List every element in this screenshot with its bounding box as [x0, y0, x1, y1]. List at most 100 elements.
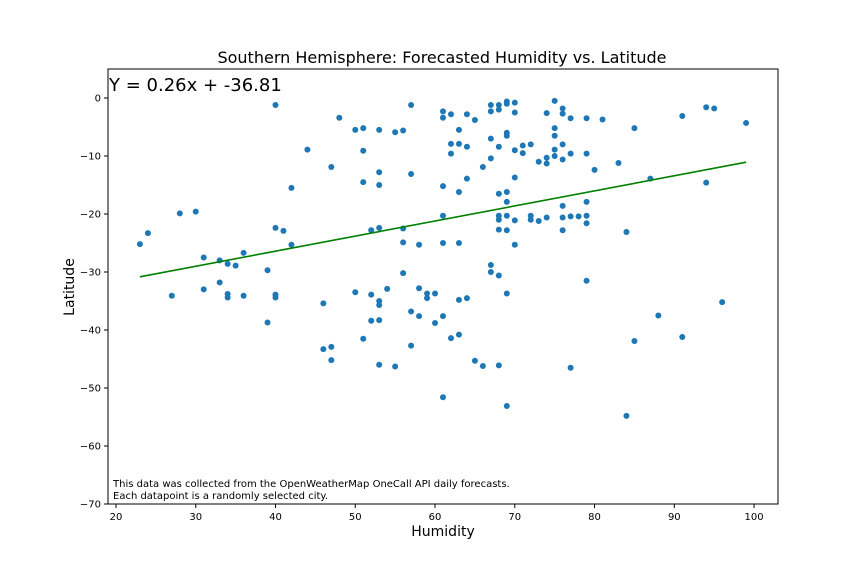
- y-tick-label: 0: [95, 94, 101, 105]
- data-point: [408, 101, 415, 108]
- data-point: [360, 335, 367, 342]
- data-point: [216, 279, 223, 286]
- x-tick-label: 100: [745, 512, 764, 523]
- data-point: [503, 227, 510, 234]
- data-point: [583, 115, 590, 122]
- regression-line-layer: [139, 161, 747, 278]
- data-point: [264, 319, 271, 326]
- data-point: [535, 217, 542, 224]
- data-point: [567, 115, 574, 122]
- data-point: [679, 333, 686, 340]
- data-point: [623, 412, 630, 419]
- data-point: [368, 227, 375, 234]
- data-point: [583, 150, 590, 157]
- data-point: [440, 394, 446, 401]
- data-point: [328, 164, 335, 171]
- data-point: [455, 126, 462, 133]
- data-point: [551, 146, 558, 153]
- data-point: [511, 147, 518, 154]
- data-point: [495, 272, 502, 279]
- x-tick-label: 70: [508, 512, 521, 523]
- data-point: [599, 116, 606, 123]
- data-point: [487, 101, 494, 108]
- data-point: [511, 109, 518, 116]
- data-point: [360, 125, 367, 132]
- data-point: [583, 277, 590, 284]
- data-point: [463, 175, 470, 182]
- data-point: [440, 114, 446, 121]
- data-point: [527, 216, 534, 223]
- data-point: [328, 343, 335, 350]
- data-point: [495, 101, 502, 108]
- data-point: [703, 104, 710, 111]
- data-point: [240, 292, 247, 299]
- data-point: [559, 141, 566, 148]
- data-point: [503, 290, 510, 297]
- x-tick-label: 90: [668, 512, 681, 523]
- data-point: [487, 108, 494, 115]
- data-point: [583, 198, 590, 205]
- data-point: [200, 286, 207, 293]
- data-point: [551, 153, 558, 159]
- data-point: [336, 114, 343, 121]
- data-point: [551, 125, 558, 132]
- data-point: [487, 135, 494, 142]
- data-point: [447, 335, 454, 342]
- data-point: [503, 402, 510, 409]
- data-point: [416, 241, 423, 248]
- data-point: [384, 285, 391, 292]
- plot-area: 20 30 40 50 60 70 80 90 100 0 −10 −20 −30 −40 −50 −60 −7…: [80, 68, 779, 523]
- data-point: [471, 117, 478, 124]
- data-point: [455, 296, 462, 303]
- chart-title: Southern Hemisphere: Forecasted Humidity…: [217, 48, 666, 67]
- data-point: [575, 213, 582, 220]
- data-point: [455, 140, 462, 147]
- data-point: [272, 101, 279, 108]
- data-point: [495, 226, 502, 233]
- data-point: [168, 292, 175, 299]
- data-point: [623, 228, 630, 235]
- data-point: [360, 179, 367, 186]
- data-point: [232, 262, 239, 269]
- data-point: [400, 239, 407, 246]
- data-point: [352, 289, 359, 296]
- y-tick-label: −30: [80, 268, 101, 279]
- data-source-note-2: Each datapoint is a randomly selected ci…: [113, 491, 328, 502]
- data-point: [535, 158, 542, 165]
- regression-equation: Y = 0.26x + -36.81: [108, 75, 282, 96]
- data-point: [440, 212, 446, 219]
- data-point: [192, 208, 199, 215]
- data-point: [503, 198, 510, 205]
- data-point: [559, 105, 566, 112]
- data-point: [264, 267, 271, 274]
- y-tick-label: −40: [80, 326, 101, 337]
- data-point: [519, 150, 526, 157]
- data-point: [471, 357, 478, 364]
- data-point: [200, 254, 207, 261]
- data-point: [376, 302, 383, 309]
- data-point: [224, 294, 231, 301]
- data-point: [455, 188, 462, 195]
- data-point: [503, 212, 510, 219]
- x-tick-label: 20: [110, 512, 123, 523]
- x-tick-label: 60: [429, 512, 442, 523]
- data-point: [503, 132, 510, 139]
- data-point: [424, 290, 431, 297]
- y-tick-label: −70: [80, 500, 101, 511]
- data-source-note: This data was collected from the OpenWea…: [112, 479, 510, 490]
- data-point: [447, 111, 454, 118]
- data-point: [583, 212, 590, 219]
- data-point: [711, 105, 718, 112]
- data-point: [136, 241, 143, 248]
- data-point: [567, 150, 574, 157]
- data-point: [376, 317, 383, 324]
- data-point: [503, 188, 510, 195]
- data-point: [543, 160, 550, 167]
- data-point: [551, 132, 558, 139]
- data-point: [567, 364, 574, 371]
- data-point: [304, 146, 311, 153]
- data-point: [400, 270, 407, 277]
- data-point: [495, 106, 502, 113]
- data-point: [487, 262, 494, 269]
